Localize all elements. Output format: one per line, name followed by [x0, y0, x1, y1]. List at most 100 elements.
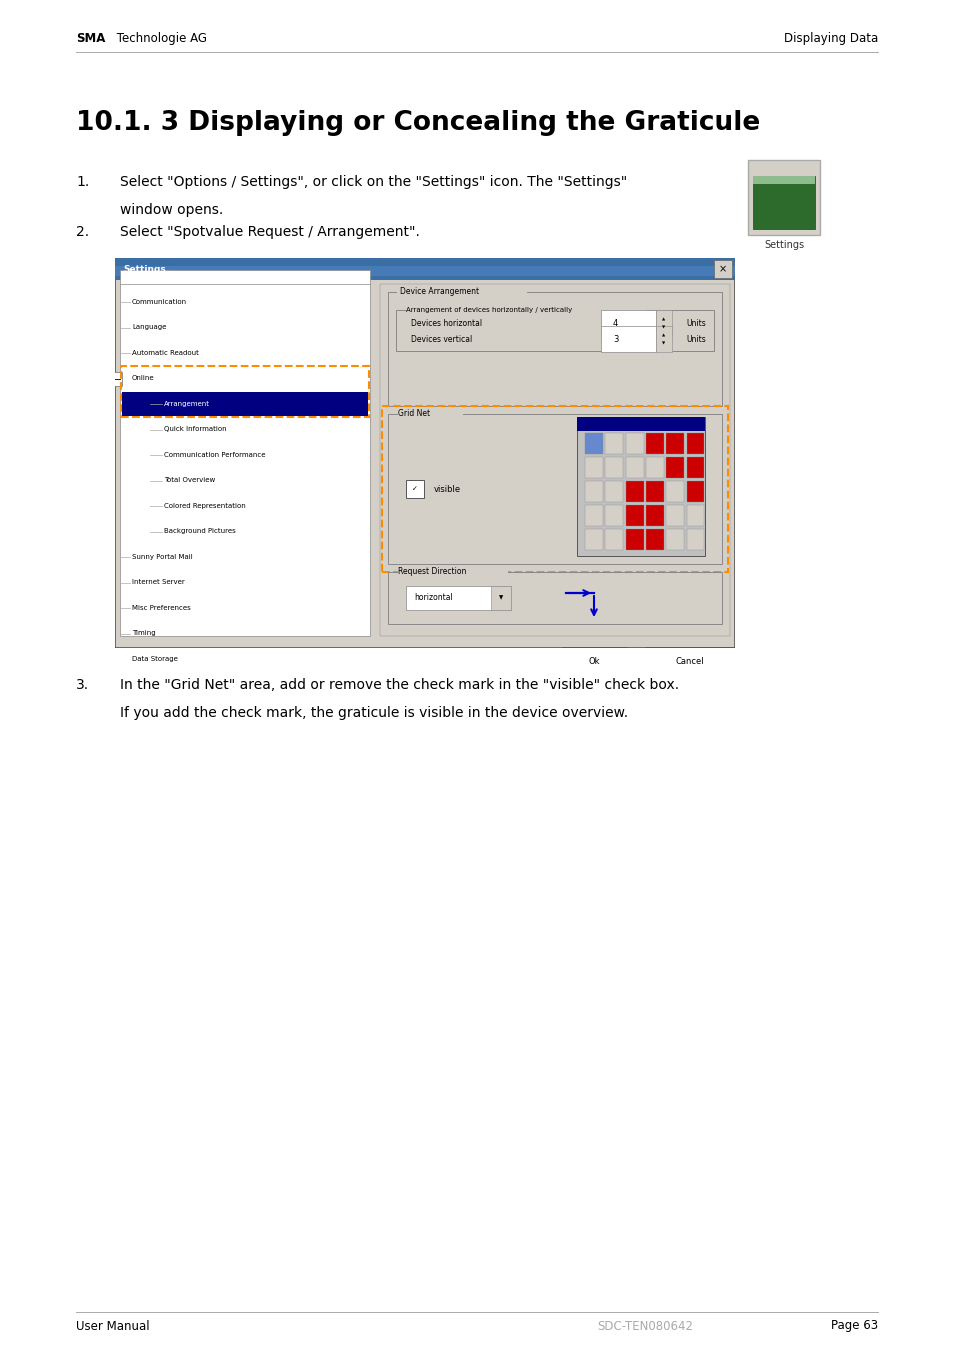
Bar — [645, 481, 663, 502]
Text: Select "Options / Settings", or click on the "Settings" icon. The "Settings": Select "Options / Settings", or click on… — [120, 174, 626, 189]
Text: SDC-TEN080642: SDC-TEN080642 — [597, 1320, 692, 1333]
Bar — [686, 529, 703, 550]
Text: SMA: SMA — [76, 31, 105, 45]
Bar — [122, 392, 368, 415]
Bar — [605, 504, 622, 526]
Bar — [713, 260, 731, 279]
Text: Colored Representation: Colored Representation — [164, 503, 246, 508]
Text: User Manual: User Manual — [76, 1320, 150, 1333]
Text: Settings: Settings — [763, 241, 803, 250]
Text: Displaying Data: Displaying Data — [783, 31, 877, 45]
Text: Language: Language — [132, 324, 166, 330]
Text: Misc Preferences: Misc Preferences — [132, 604, 191, 611]
Bar — [397, 566, 507, 579]
Bar — [584, 481, 602, 502]
Bar — [605, 433, 622, 454]
Text: Total Overview: Total Overview — [164, 477, 215, 484]
Text: 10.1. 3 Displaying or Concealing the Graticule: 10.1. 3 Displaying or Concealing the Gra… — [76, 110, 760, 137]
Text: Page 63: Page 63 — [830, 1320, 877, 1333]
Text: 3.: 3. — [76, 677, 89, 692]
Bar — [665, 504, 683, 526]
Text: window opens.: window opens. — [120, 203, 223, 218]
Bar — [121, 365, 369, 416]
Bar — [108, 372, 122, 385]
Text: Technologie AG: Technologie AG — [112, 31, 207, 45]
Bar — [645, 504, 663, 526]
Text: 1.: 1. — [76, 174, 90, 189]
Text: Units: Units — [685, 335, 705, 343]
Bar — [406, 304, 645, 316]
Bar — [584, 457, 602, 477]
Text: Internet Server: Internet Server — [132, 580, 185, 585]
Text: ✓: ✓ — [412, 485, 417, 492]
Bar — [665, 481, 683, 502]
Text: Quick Information: Quick Information — [164, 426, 227, 433]
Text: Sunny Portal Mail: Sunny Portal Mail — [132, 554, 193, 560]
Bar — [381, 406, 727, 572]
Bar — [625, 529, 643, 550]
Text: Arrangement of devices horizontally / vertically: Arrangement of devices horizontally / ve… — [406, 307, 572, 314]
Bar — [686, 457, 703, 477]
Bar — [388, 414, 721, 564]
Text: Ok: Ok — [588, 657, 599, 665]
Bar — [577, 416, 704, 431]
Bar — [605, 529, 622, 550]
Bar — [686, 433, 703, 454]
Bar — [115, 266, 734, 276]
Bar — [600, 326, 656, 352]
Text: Select "Spotvalue Request / Arrangement".: Select "Spotvalue Request / Arrangement"… — [120, 224, 419, 239]
Bar — [406, 585, 511, 610]
Bar — [577, 416, 704, 556]
Bar — [120, 270, 370, 285]
Bar — [396, 287, 526, 297]
Text: ▲: ▲ — [661, 318, 665, 322]
Bar — [752, 176, 814, 228]
Bar — [584, 504, 602, 526]
Bar — [625, 481, 643, 502]
Bar — [406, 480, 423, 498]
Bar — [625, 504, 643, 526]
Text: Background Pictures: Background Pictures — [164, 529, 235, 534]
Bar — [644, 648, 734, 675]
Text: Cancel: Cancel — [675, 657, 703, 665]
Bar — [605, 457, 622, 477]
Bar — [120, 284, 370, 635]
Text: Automatic Readout: Automatic Readout — [132, 350, 198, 356]
Text: Grid Net: Grid Net — [397, 410, 430, 419]
Text: Arrangement: Arrangement — [164, 402, 210, 407]
Text: In the "Grid Net" area, add or remove the check mark in the "visible" check box.: In the "Grid Net" area, add or remove th… — [120, 677, 679, 692]
Text: Data Storage: Data Storage — [132, 656, 177, 662]
Bar — [388, 572, 721, 625]
Bar — [665, 457, 683, 477]
Bar — [645, 529, 663, 550]
Text: Communication Performance: Communication Performance — [164, 452, 265, 458]
Bar — [600, 310, 656, 335]
Text: Devices horizontal: Devices horizontal — [411, 319, 481, 329]
Bar — [665, 433, 683, 454]
Bar — [752, 176, 814, 184]
Bar — [686, 481, 703, 502]
Text: Devices vertical: Devices vertical — [411, 335, 472, 343]
Bar — [686, 504, 703, 526]
Text: Request Direction: Request Direction — [397, 568, 466, 576]
Text: Communication: Communication — [132, 299, 187, 306]
Text: ▼: ▼ — [661, 342, 665, 346]
Text: ▼: ▼ — [498, 595, 502, 600]
Text: 4: 4 — [613, 319, 618, 329]
Text: 2.: 2. — [76, 224, 89, 239]
Text: Timing: Timing — [132, 630, 155, 637]
Bar — [605, 481, 622, 502]
Bar — [397, 408, 462, 420]
Bar — [665, 529, 683, 550]
Bar — [645, 433, 663, 454]
Text: Device Arrangement: Device Arrangement — [399, 288, 478, 296]
Bar — [584, 529, 602, 550]
Text: Units: Units — [685, 319, 705, 329]
Bar — [388, 292, 721, 406]
Text: ×: × — [719, 264, 726, 274]
Bar — [747, 160, 820, 235]
Bar — [584, 433, 602, 454]
Bar — [656, 326, 671, 352]
Text: Online: Online — [132, 376, 154, 381]
Bar — [561, 648, 626, 675]
